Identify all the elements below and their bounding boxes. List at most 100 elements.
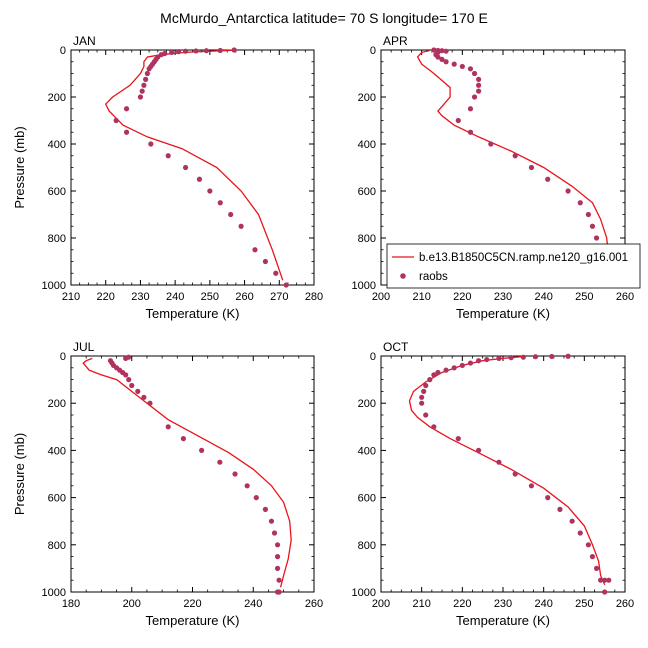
legend: b.e13.B1850C5CN.ramp.ne120_g16.001 raobs [386,243,641,289]
raobs-point [199,447,205,453]
x-tick-label: 220 [97,291,115,303]
raobs-point [602,589,608,595]
panel-jul: 180 200 220 240 260 0 200 400 600 800 1000 JUL Tempe… [12,340,323,628]
x-axis-label: Temperature (K) [456,306,550,321]
x-tick-label: 200 [372,598,390,610]
raobs-point [606,577,612,583]
raobs-point [439,56,445,63]
raobs-point [496,355,502,361]
y-tick-label: 1000 [352,587,376,599]
raobs-point [274,554,281,560]
raobs-point [268,518,275,524]
raobs-point [176,49,182,55]
panel-title: OCT [383,340,409,354]
y-tick-label: 600 [358,493,376,505]
raobs-point [129,382,135,389]
raobs-point [146,66,152,72]
panel-oct: 200 210 220 230 240 250 260 0 200 400 600 800 1000 OC… [352,340,635,628]
raobs-point [443,59,449,65]
raobs-point [455,436,461,442]
raobs-point [141,394,147,400]
raobs-point [217,200,223,206]
y-tick-label: 1000 [42,280,66,292]
raobs-point [467,360,474,366]
model-series-line [104,49,284,281]
raobs-point [476,76,482,82]
x-tick-label: 240 [244,598,262,610]
raobs-point [488,141,494,147]
raobs-point [244,483,250,489]
y-tick-label: 800 [48,233,66,245]
x-tick-label: 220 [453,291,471,303]
y-tick-label: 1000 [42,587,66,599]
x-tick-label: 240 [534,598,552,610]
raobs-point [512,471,518,477]
raobs-point [144,70,150,77]
raobs-point [528,483,535,489]
raobs-point [443,48,449,54]
raobs-point [589,223,596,229]
y-tick-label: 600 [48,186,66,198]
main-title: McMurdo_Antarctica latitude= 70 S longit… [160,10,488,26]
raobs-point [431,372,437,378]
x-tick-label: 230 [494,598,512,610]
raobs-point [271,530,278,536]
y-tick-label: 1000 [352,280,376,292]
raobs-point [427,377,433,383]
x-tick-label: 250 [575,598,593,610]
raobs-point [232,471,238,477]
y-tick-label: 200 [358,398,376,410]
raobs-point [169,49,175,55]
raobs-point [274,565,281,572]
raobs-point [135,388,141,394]
raobs-point [520,354,526,360]
raobs-point [207,188,213,194]
raobs-point [435,369,441,376]
raobs-point [549,353,555,360]
raobs-point [196,176,203,182]
raobs-point [585,542,592,548]
raobs-point [439,48,445,54]
raobs-point [238,223,244,229]
raobs-point [165,424,171,430]
x-axis-label: Temperature (K) [456,613,550,628]
raobs-point [123,372,129,378]
y-tick-label: 0 [60,45,66,57]
y-tick-label: 400 [48,445,66,457]
legend-obs-label: raobs [419,271,448,283]
x-tick-label: 180 [62,598,80,610]
raobs-point [467,129,474,135]
panel-jan: 210 220 230 240 250 260 270 280 0 200 400 600 800 100… [12,34,323,321]
raobs-point [496,459,502,465]
legend-model-label: b.e13.B1850C5CN.ramp.ne120_g16.001 [419,252,628,264]
raobs-point [231,47,237,53]
raobs-point [126,377,132,383]
raobs-point [455,117,461,124]
raobs-point [228,211,234,218]
x-tick-label: 210 [62,291,80,303]
raobs-point [471,70,478,77]
raobs-point [431,424,437,430]
raobs-point [545,176,551,182]
raobs-point [123,129,130,135]
raobs-point [182,48,189,54]
panel-title: JUL [73,340,95,354]
raobs-point [182,164,189,171]
legend-box [386,243,641,289]
raobs-point [593,235,600,241]
raobs-point [423,382,429,389]
raobs-point [476,358,482,364]
y-tick-label: 800 [358,233,376,245]
x-axis-label: Temperature (K) [146,613,240,628]
raobs-point [217,459,223,465]
raobs-point [512,153,518,159]
raobs-point [528,164,535,171]
raobs-point [467,106,474,112]
raobs-point [148,141,154,147]
x-tick-label: 240 [534,291,552,303]
raobs-point [569,518,575,524]
raobs-point [471,94,478,100]
raobs-point [253,495,259,501]
raobs-point [147,400,153,406]
raobs-point [165,153,171,159]
